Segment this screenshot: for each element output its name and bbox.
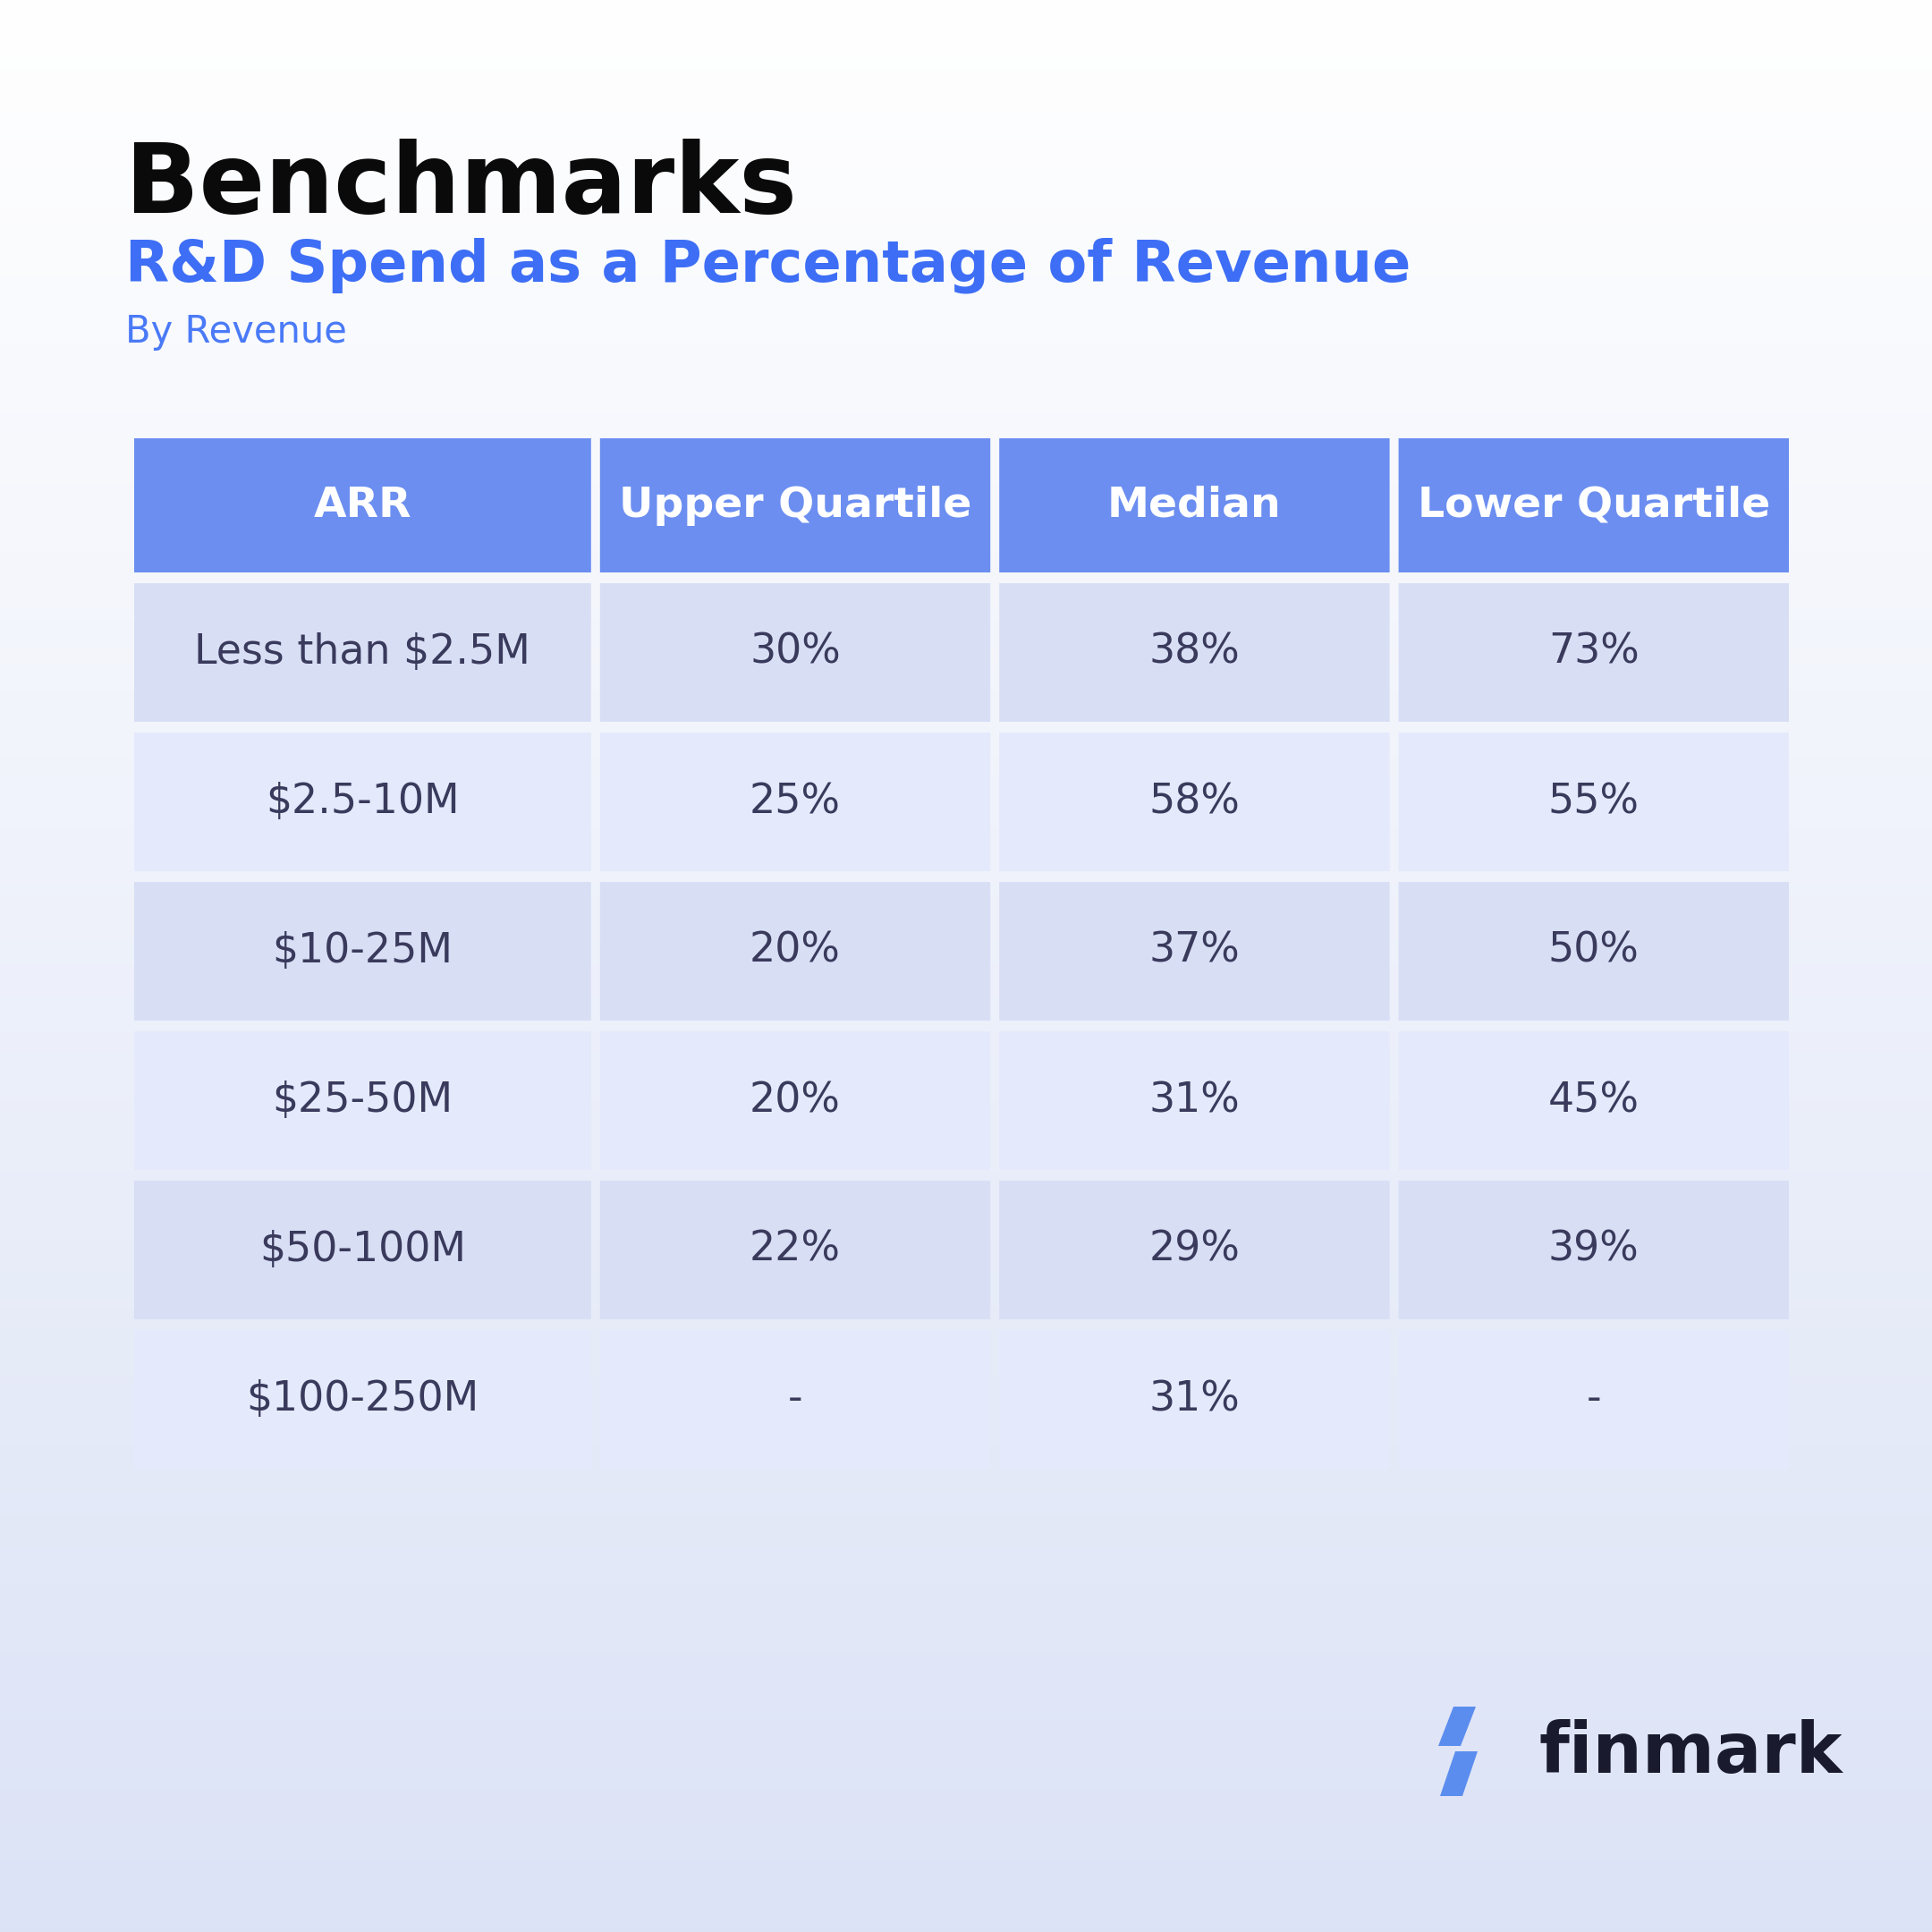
FancyBboxPatch shape [999,583,1389,723]
Text: 45%: 45% [1548,1080,1640,1121]
Text: 55%: 55% [1548,782,1640,821]
FancyBboxPatch shape [999,439,1389,572]
Text: 58%: 58% [1150,782,1240,821]
FancyBboxPatch shape [1399,583,1789,723]
Text: 20%: 20% [750,1080,840,1121]
Text: 38%: 38% [1150,632,1240,672]
Text: $100-250M: $100-250M [245,1379,479,1420]
FancyBboxPatch shape [133,881,591,1020]
Text: -: - [1586,1379,1602,1420]
FancyBboxPatch shape [601,1032,991,1171]
Polygon shape [1439,1750,1478,1797]
Text: ARR: ARR [313,485,412,526]
FancyBboxPatch shape [999,881,1389,1020]
FancyBboxPatch shape [1399,1329,1789,1468]
FancyBboxPatch shape [601,583,991,723]
Text: 50%: 50% [1548,931,1638,972]
FancyBboxPatch shape [133,583,591,723]
FancyBboxPatch shape [601,439,991,572]
FancyBboxPatch shape [133,439,591,572]
FancyBboxPatch shape [133,1329,591,1468]
Text: 30%: 30% [750,632,840,672]
FancyBboxPatch shape [999,732,1389,871]
FancyBboxPatch shape [1399,881,1789,1020]
Text: $25-50M: $25-50M [272,1080,452,1121]
Text: $2.5-10M: $2.5-10M [267,782,460,821]
Text: -: - [788,1379,802,1420]
Text: By Revenue: By Revenue [126,313,348,350]
Text: 25%: 25% [750,782,840,821]
Text: 39%: 39% [1548,1231,1638,1269]
Text: Upper Quartile: Upper Quartile [618,485,972,526]
FancyBboxPatch shape [133,1180,591,1320]
Text: finmark: finmark [1538,1719,1841,1787]
Text: 31%: 31% [1150,1080,1240,1121]
FancyBboxPatch shape [601,732,991,871]
FancyBboxPatch shape [999,1329,1389,1468]
FancyBboxPatch shape [133,1032,591,1171]
FancyBboxPatch shape [999,1032,1389,1171]
Text: $10-25M: $10-25M [272,931,452,972]
Text: Lower Quartile: Lower Quartile [1418,485,1770,526]
FancyBboxPatch shape [999,1180,1389,1320]
Text: 29%: 29% [1150,1231,1240,1269]
FancyBboxPatch shape [1399,732,1789,871]
Text: Benchmarks: Benchmarks [126,139,796,234]
FancyBboxPatch shape [601,1329,991,1468]
Text: R&D Spend as a Percentage of Revenue: R&D Spend as a Percentage of Revenue [126,238,1410,294]
FancyBboxPatch shape [601,881,991,1020]
Text: 22%: 22% [750,1231,840,1269]
Text: 20%: 20% [750,931,840,972]
Text: 37%: 37% [1150,931,1240,972]
Text: Less than $2.5M: Less than $2.5M [195,632,531,672]
FancyBboxPatch shape [1399,1032,1789,1171]
FancyBboxPatch shape [1399,439,1789,572]
FancyBboxPatch shape [601,1180,991,1320]
Text: 31%: 31% [1150,1379,1240,1420]
Text: 73%: 73% [1548,632,1638,672]
Polygon shape [1437,1706,1476,1747]
FancyBboxPatch shape [1399,1180,1789,1320]
FancyBboxPatch shape [133,732,591,871]
Text: $50-100M: $50-100M [259,1231,466,1269]
Text: Median: Median [1107,485,1281,526]
